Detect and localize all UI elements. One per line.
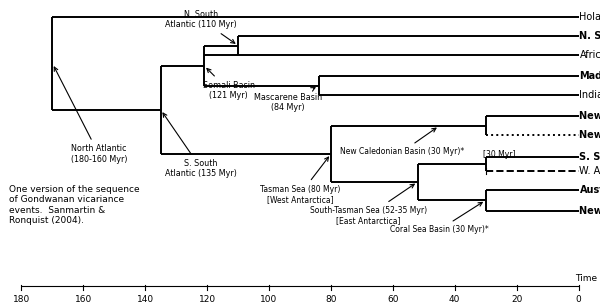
Text: 100: 100 [260,295,278,304]
Text: S. South
Atlantic (135 Myr): S. South Atlantic (135 Myr) [163,113,237,178]
Text: 20: 20 [511,295,523,304]
Text: 160: 160 [75,295,92,304]
Text: New Caledonia: New Caledonia [580,130,600,140]
Text: South-Tasman Sea (52-35 Myr)
[East Antarctica]: South-Tasman Sea (52-35 Myr) [East Antar… [310,184,427,225]
Text: 120: 120 [199,295,216,304]
Text: One version of the sequence
of Gondwanan vicariance
events.  Sanmartin &
Ronquis: One version of the sequence of Gondwanan… [9,185,140,225]
Text: 40: 40 [449,295,460,304]
Text: 0: 0 [575,295,581,304]
Text: N. South
Atlantic (110 Myr): N. South Atlantic (110 Myr) [165,10,237,43]
Text: S. South America: S. South America [580,151,600,162]
Text: Holarctic: Holarctic [580,12,600,22]
Text: 80: 80 [325,295,337,304]
Text: Time (Myr): Time (Myr) [575,274,600,283]
Text: New Caledonian Basin (30 Myr)*: New Caledonian Basin (30 Myr)* [340,128,464,156]
Text: Australia: Australia [580,185,600,195]
Text: New Zealand: New Zealand [580,111,600,121]
Text: Somali Basin
(121 Myr): Somali Basin (121 Myr) [203,69,255,100]
Text: New Guinea: New Guinea [580,206,600,216]
Text: N. South America: N. South America [580,31,600,41]
Text: 180: 180 [13,295,30,304]
Text: Africa: Africa [580,50,600,60]
Text: Tasman Sea (80 Myr)
[West Antarctica]: Tasman Sea (80 Myr) [West Antarctica] [260,157,340,204]
Text: India: India [580,90,600,100]
Text: North Atlantic
(180-160 Myr): North Atlantic (180-160 Myr) [54,67,127,164]
Text: 140: 140 [137,295,154,304]
Text: Mascarene Basin
(84 Myr): Mascarene Basin (84 Myr) [254,88,322,112]
Text: Coral Sea Basin (30 Myr)*: Coral Sea Basin (30 Myr)* [390,202,488,234]
Text: W. Antarctica: W. Antarctica [580,166,600,176]
Text: [30 Myr]: [30 Myr] [482,150,515,159]
Text: 60: 60 [387,295,398,304]
Text: Madagascar: Madagascar [580,71,600,81]
